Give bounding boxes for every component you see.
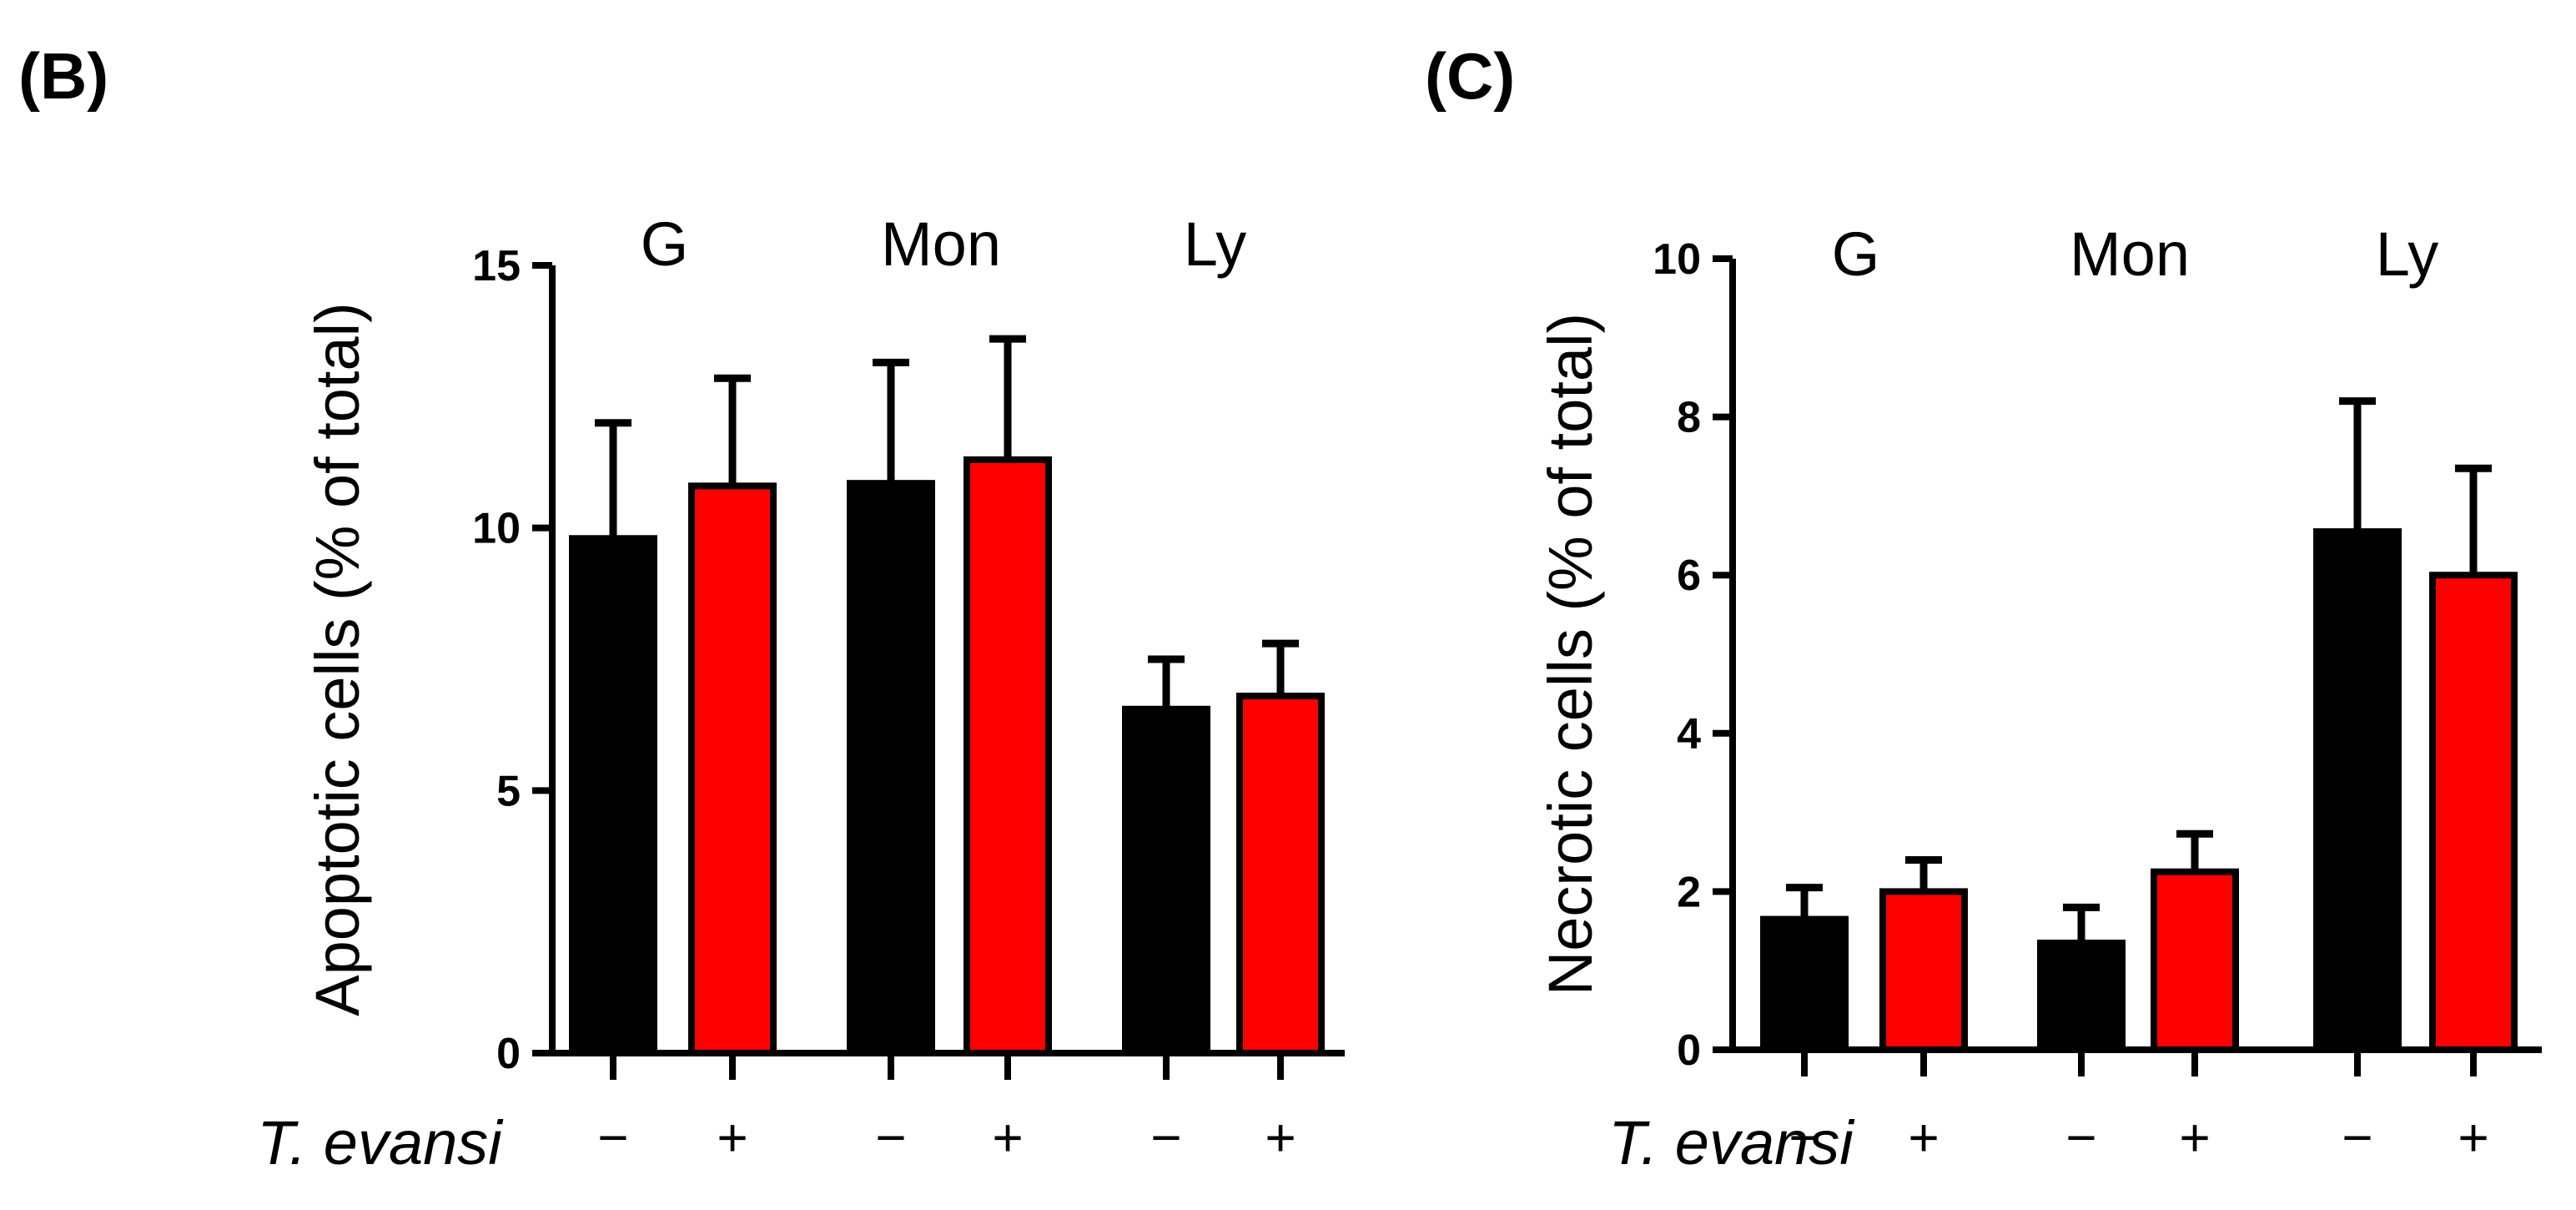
treatment-sign: +	[1908, 1107, 1939, 1167]
treatment-sign: −	[2342, 1107, 2372, 1167]
bar-mon-minus	[847, 480, 935, 1056]
treatment-sign: +	[992, 1107, 1023, 1167]
panel-label: (C)	[1425, 39, 1515, 113]
bar-ly-plus	[2429, 572, 2518, 1053]
y-tick-label: 10	[1653, 235, 1701, 284]
treatment-sign: +	[2179, 1107, 2210, 1167]
group-label-ly: Ly	[1184, 209, 1246, 279]
panel-label: (B)	[18, 39, 108, 113]
treatment-sign: −	[875, 1107, 906, 1167]
bar-ly-minus	[1122, 705, 1210, 1057]
y-tick-label: 2	[1677, 868, 1701, 916]
treatment-sign: −	[2065, 1107, 2096, 1167]
panel-b: (B) Apoptotic cells (% of total) 0 5 10 15 G Mo…	[18, 39, 1345, 1177]
treatment-sign: +	[717, 1107, 747, 1167]
y-tick-label: 6	[1677, 552, 1701, 600]
panel-c: (C) Necrotic cells (% of total) 0 2 4 6 8 10 G Mo…	[1425, 39, 2542, 1177]
y-tick-label: 10	[472, 505, 521, 553]
y-tick-label: 0	[1677, 1026, 1701, 1075]
bar-ly-minus	[2313, 528, 2402, 1053]
bar-g-plus	[1879, 888, 1968, 1054]
group-label-g: G	[1832, 219, 1880, 289]
bar-g-plus	[688, 482, 777, 1056]
y-tick-label: 4	[1677, 710, 1701, 759]
treatment-sign: +	[2458, 1107, 2488, 1167]
bar-ly-plus	[1236, 693, 1325, 1056]
y-tick-label: 8	[1677, 394, 1701, 442]
bar-mon-plus	[2151, 868, 2239, 1053]
group-label-mon: Mon	[881, 209, 1001, 279]
treatment-label: T. evansi	[1608, 1108, 1855, 1177]
y-tick-label: 15	[472, 242, 521, 290]
group-label-ly: Ly	[2376, 219, 2438, 289]
group-label-mon: Mon	[2070, 219, 2190, 289]
treatment-sign: +	[1265, 1107, 1296, 1167]
y-axis-label: Apoptotic cells (% of total)	[303, 302, 372, 1016]
treatment-label: T. evansi	[257, 1108, 504, 1177]
bar-g-minus	[569, 535, 657, 1056]
bar-g-minus	[1760, 915, 1849, 1053]
group-label-g: G	[641, 209, 689, 279]
y-tick-label: 0	[496, 1030, 521, 1078]
treatment-sign: −	[597, 1107, 628, 1167]
y-axis-label: Necrotic cells (% of total)	[1536, 313, 1605, 996]
bar-mon-plus	[963, 456, 1052, 1056]
treatment-sign: −	[1789, 1107, 1819, 1167]
treatment-sign: −	[1150, 1107, 1181, 1167]
y-tick-label: 5	[496, 767, 521, 815]
bar-mon-minus	[2037, 940, 2126, 1054]
